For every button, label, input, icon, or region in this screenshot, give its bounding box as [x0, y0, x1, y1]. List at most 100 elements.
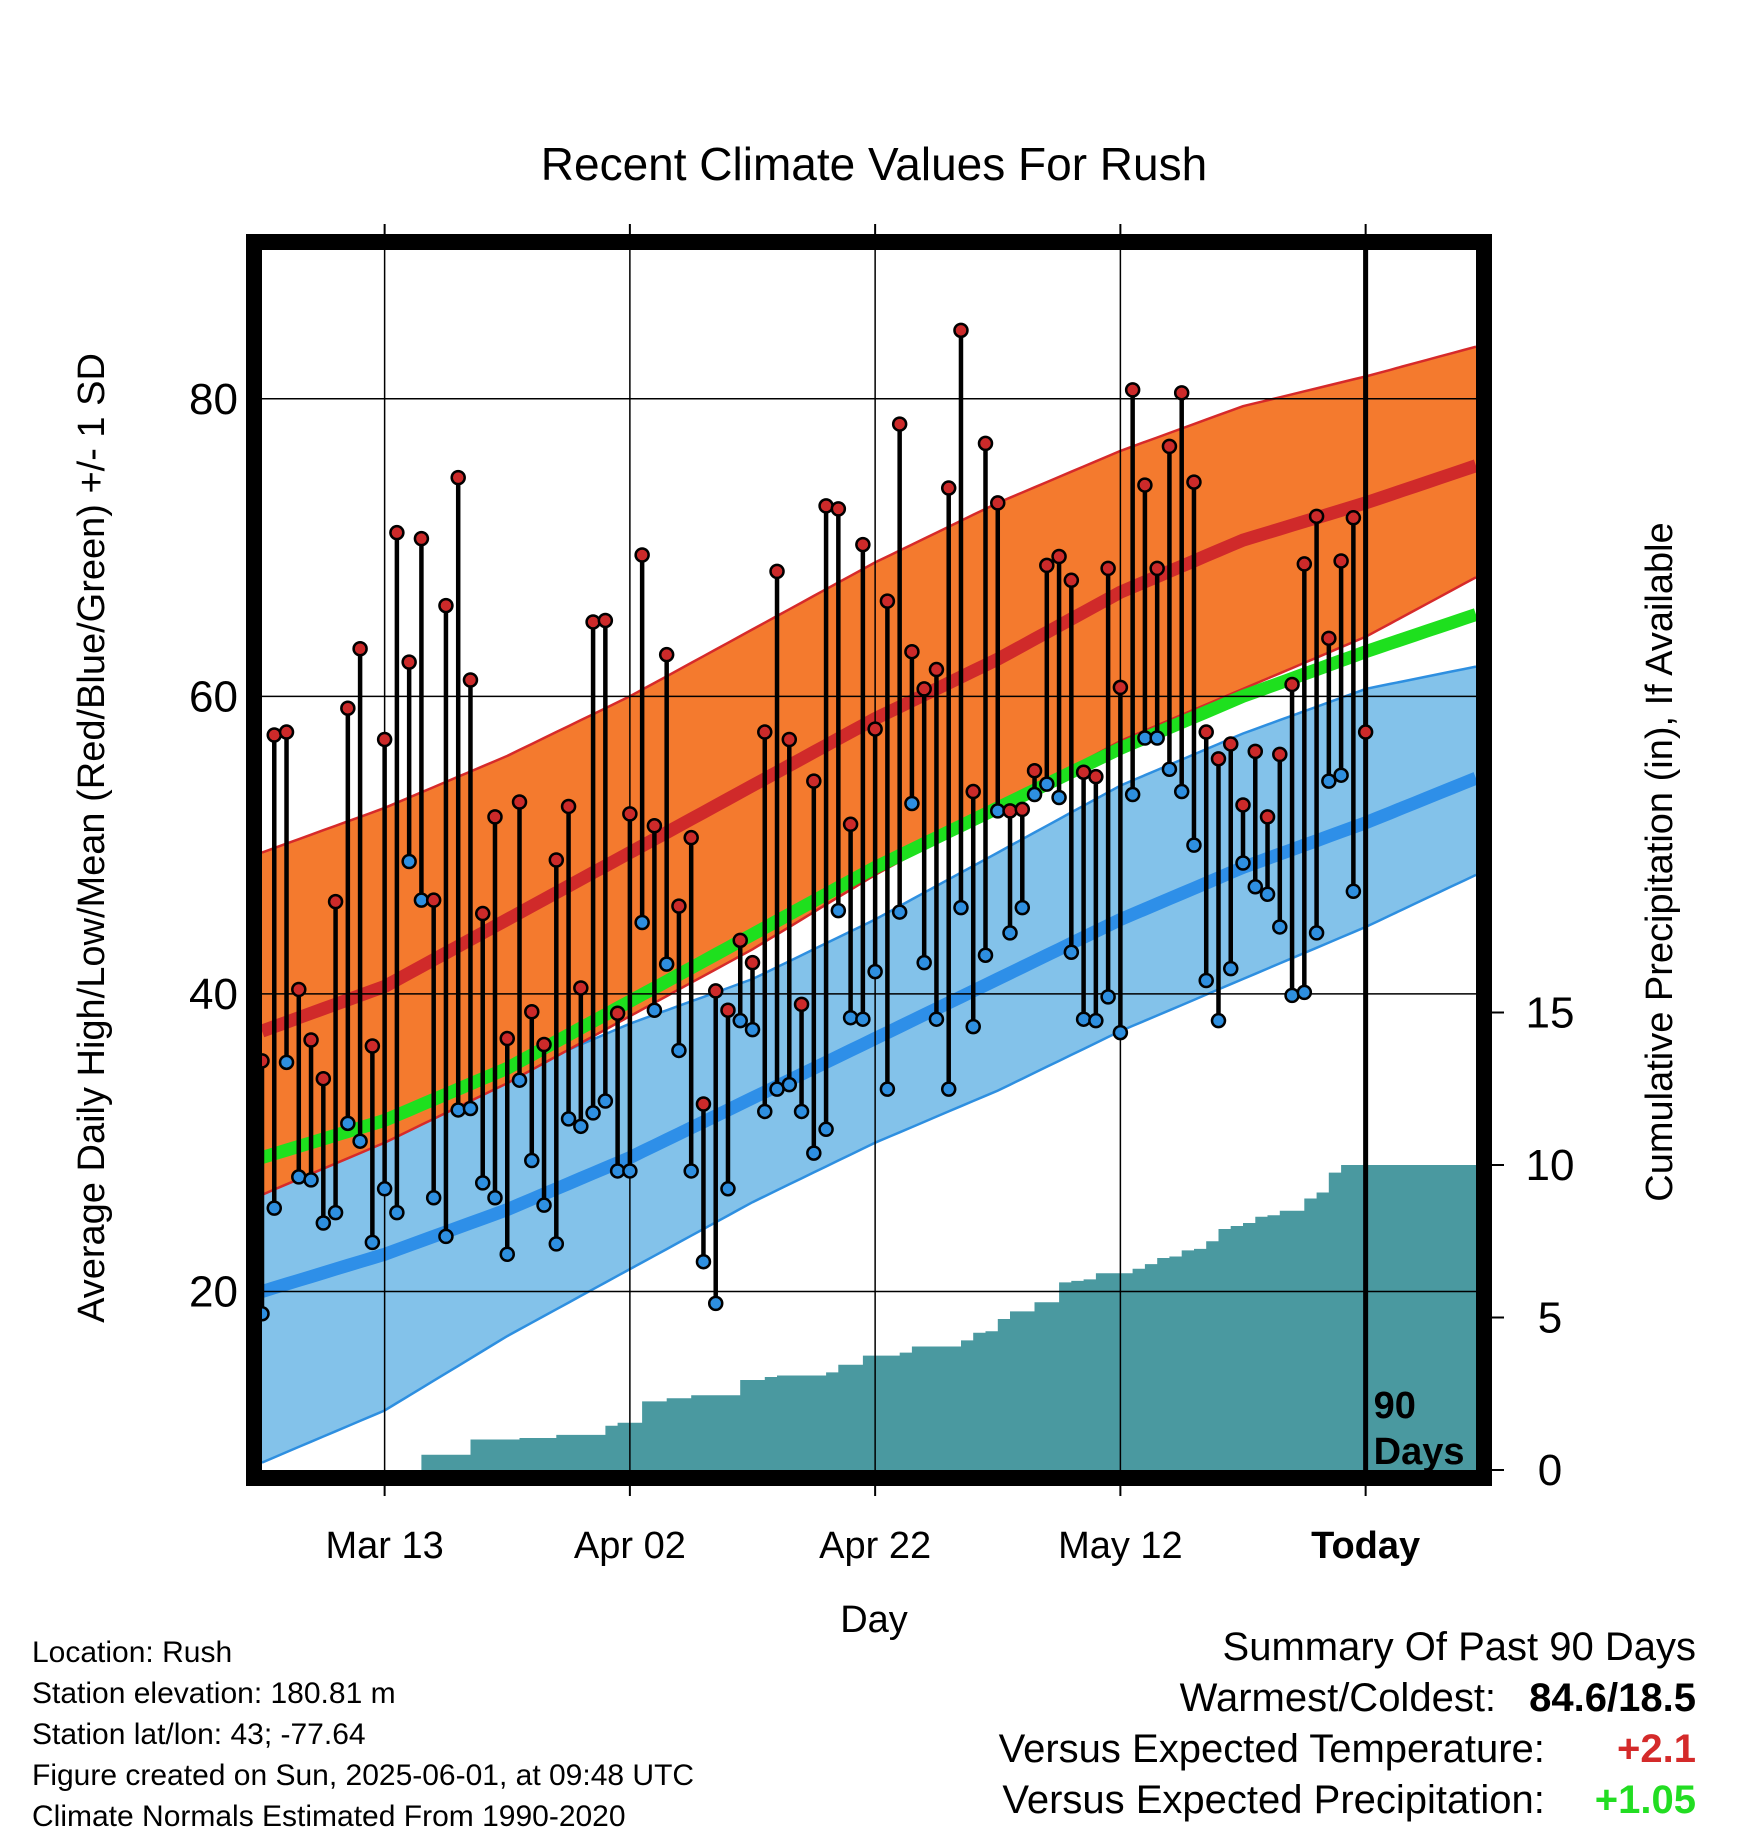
high-point: [830, 501, 847, 517]
high-point: [1321, 630, 1337, 647]
high-point: [438, 597, 454, 614]
y-axis-label-right: Cumulative Precipitation (in), If Availa…: [1639, 522, 1681, 1201]
high-point: [818, 498, 834, 514]
high-point: [352, 640, 368, 657]
high-point: [1247, 743, 1264, 760]
high-point: [327, 893, 344, 910]
high-point: [524, 1004, 540, 1020]
low-point: [474, 1175, 491, 1191]
high-point: [413, 530, 430, 547]
low-point: [262, 1306, 270, 1322]
high-point: [646, 818, 663, 834]
high-point: [1186, 474, 1202, 490]
high-point: [1210, 751, 1227, 767]
high-point: [720, 1002, 736, 1019]
high-point: [1357, 724, 1374, 740]
precip-tick-label: 5: [1538, 1294, 1562, 1343]
high-point: [744, 954, 761, 971]
low-point: [499, 1246, 516, 1263]
high-point: [1161, 438, 1178, 455]
summary-precip-label: Versus Expected Precipitation:: [1002, 1778, 1545, 1822]
high-point: [634, 547, 650, 563]
low-point: [278, 1054, 295, 1071]
low-point: [744, 1021, 761, 1038]
y-tick-label: 80: [189, 375, 238, 424]
low-point: [646, 1002, 663, 1019]
high-point: [1088, 768, 1104, 785]
high-point: [781, 731, 798, 748]
chart-title: Recent Climate Values For Rush: [541, 138, 1207, 190]
high-point: [1051, 548, 1067, 565]
high-point: [732, 932, 748, 949]
high-point: [1333, 553, 1349, 569]
high-point: [536, 1036, 552, 1053]
y-tick-label: 20: [189, 1267, 238, 1316]
x-tick-label: May 12: [1058, 1525, 1183, 1567]
low-point: [364, 1234, 381, 1251]
low-point: [757, 1103, 773, 1120]
low-point: [548, 1236, 565, 1252]
high-point: [1063, 572, 1080, 589]
high-point: [315, 1070, 332, 1087]
low-point: [1026, 786, 1043, 803]
low-point: [707, 1295, 724, 1312]
low-point: [732, 1012, 748, 1029]
info-normals: Climate Normals Estimated From 1990-2020: [32, 1800, 626, 1833]
low-point: [303, 1172, 319, 1188]
summary-temp-label: Versus Expected Temperature:: [998, 1727, 1545, 1771]
high-point: [1173, 385, 1190, 401]
low-point: [965, 1018, 981, 1035]
high-point: [291, 981, 307, 998]
low-point: [622, 1163, 638, 1179]
high-point: [671, 898, 687, 914]
station-info: Location: Rush Station elevation: 180.81…: [32, 1632, 694, 1837]
low-point: [1039, 776, 1055, 792]
summary-precip-value: +1.05: [1594, 1778, 1696, 1822]
high-point: [965, 783, 981, 800]
summary-warmest-label: Warmest/Coldest:: [1179, 1676, 1497, 1720]
low-point: [1321, 773, 1337, 789]
high-point: [609, 1005, 626, 1021]
high-point: [1222, 736, 1239, 752]
low-point: [340, 1115, 356, 1132]
low-point: [1198, 972, 1214, 989]
low-point: [352, 1133, 368, 1149]
info-latlon: Station lat/lon: 43; -77.64: [32, 1718, 366, 1751]
low-point: [1063, 944, 1080, 960]
high-point: [597, 612, 614, 629]
low-point: [376, 1181, 393, 1197]
low-point: [830, 902, 847, 919]
low-point: [1222, 960, 1239, 977]
summary-temp-value: +2.1: [1617, 1727, 1696, 1771]
low-point: [683, 1163, 699, 1179]
low-point: [891, 904, 908, 920]
y-axis-label-left: Average Daily High/Low/Mean (Red/Blue/Gr…: [71, 353, 113, 1323]
low-point: [1088, 1012, 1104, 1029]
precip-tick-label: 0: [1538, 1446, 1562, 1495]
high-point: [1124, 382, 1141, 398]
high-point: [953, 322, 969, 339]
plot-frame: [246, 234, 1492, 1486]
high-point: [389, 524, 405, 541]
x-tick-label: Apr 22: [819, 1525, 931, 1567]
low-point: [695, 1253, 712, 1270]
low-point: [1173, 783, 1190, 800]
low-point: [1284, 987, 1300, 1004]
low-point: [1210, 1012, 1227, 1029]
low-point: [1075, 1011, 1092, 1027]
high-point: [1296, 556, 1313, 572]
high-point: [1308, 508, 1325, 525]
summary-warmest-value: 84.6/18.5: [1529, 1676, 1696, 1720]
low-point: [818, 1121, 834, 1138]
low-point: [953, 899, 969, 916]
high-point: [940, 480, 957, 496]
high-point: [1259, 809, 1276, 825]
high-point: [548, 852, 565, 868]
low-point: [928, 1011, 945, 1027]
high-point: [499, 1030, 516, 1047]
high-point: [879, 593, 896, 609]
high-point: [622, 806, 638, 822]
high-point: [891, 416, 908, 432]
low-point: [1161, 761, 1178, 777]
